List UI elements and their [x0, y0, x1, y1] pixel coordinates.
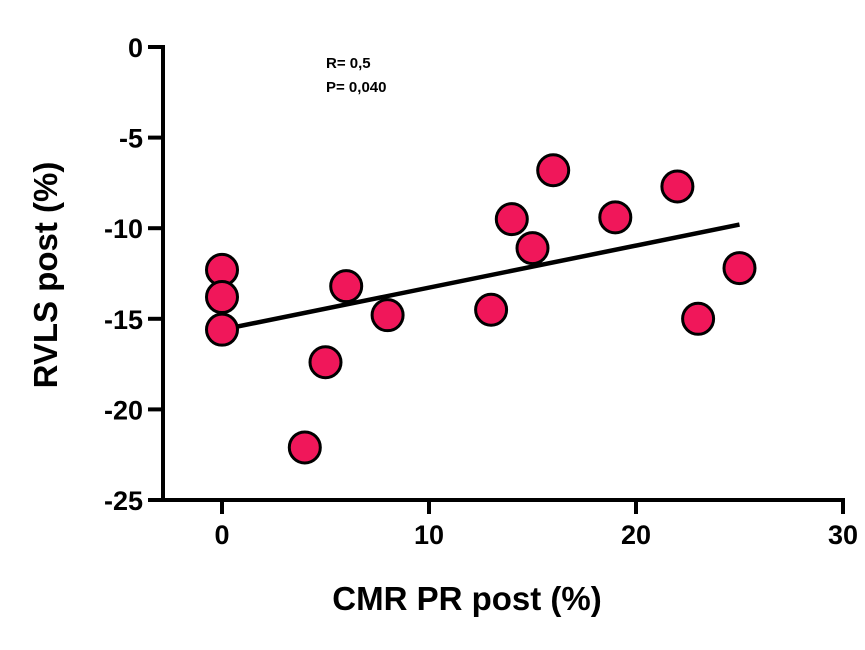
y-tick-label: -20 — [104, 395, 143, 425]
data-point — [308, 345, 343, 380]
y-tick-label: -15 — [104, 305, 143, 335]
y-ticks: 0 -5 -10 -15 -20 -25 — [104, 33, 163, 516]
data-points — [205, 153, 757, 465]
y-tick-label: -25 — [104, 486, 143, 516]
data-point — [205, 280, 239, 315]
data-point — [598, 200, 633, 235]
x-ticks: 0 10 20 30 — [214, 500, 858, 550]
y-tick-label: 0 — [128, 33, 143, 63]
r-annotation: R= 0,5 — [326, 55, 371, 72]
x-tick-label: 0 — [214, 520, 229, 550]
x-tick-label: 10 — [414, 520, 444, 550]
data-point — [722, 251, 757, 286]
x-tick-label: 30 — [828, 520, 858, 550]
x-tick-label: 20 — [621, 520, 651, 550]
y-tick-label: -10 — [104, 214, 143, 244]
data-point — [287, 430, 322, 465]
data-point — [474, 292, 509, 327]
data-point — [660, 169, 695, 204]
regression-line — [221, 222, 740, 332]
y-tick-label: -5 — [119, 124, 143, 154]
data-point — [681, 301, 716, 336]
data-point — [370, 298, 405, 333]
p-annotation: P= 0,040 — [326, 79, 386, 96]
data-point — [536, 153, 571, 188]
data-point — [515, 231, 550, 266]
regression — [221, 222, 740, 332]
data-point — [494, 202, 529, 237]
data-point — [329, 269, 364, 304]
x-axis-title: CMR PR post (%) — [332, 580, 601, 617]
axes — [161, 45, 845, 502]
y-axis-title: RVLS post (%) — [27, 162, 64, 389]
data-point — [205, 312, 239, 347]
